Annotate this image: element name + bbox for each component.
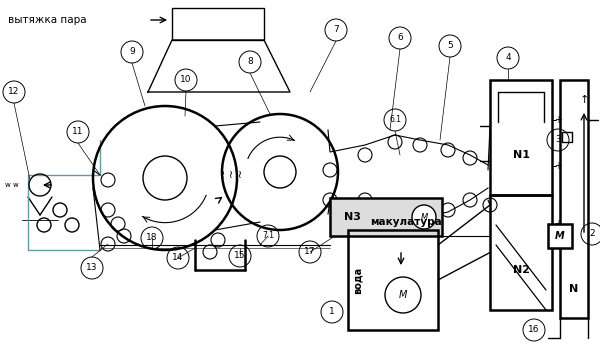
Text: N: N — [569, 284, 578, 294]
Text: 18: 18 — [146, 234, 158, 243]
Bar — [348, 230, 438, 330]
Text: 16: 16 — [528, 326, 540, 335]
Text: 1: 1 — [329, 308, 335, 317]
Text: 3: 3 — [555, 136, 561, 145]
Text: +: + — [554, 219, 562, 229]
Text: 8: 8 — [247, 57, 253, 66]
Text: 7.1: 7.1 — [262, 231, 274, 240]
Bar — [548, 224, 572, 248]
Text: 6: 6 — [397, 34, 403, 43]
Bar — [172, 8, 264, 40]
Text: 5: 5 — [447, 42, 453, 51]
Bar — [490, 80, 552, 195]
Text: 14: 14 — [172, 254, 184, 263]
Text: M: M — [421, 212, 428, 221]
Text: w: w — [13, 182, 19, 188]
Text: ↑: ↑ — [580, 95, 589, 105]
Text: макулатура: макулатура — [370, 217, 442, 227]
Text: N3: N3 — [344, 212, 361, 222]
Text: N1: N1 — [512, 150, 530, 160]
Circle shape — [385, 277, 421, 313]
Text: вытяжка пара: вытяжка пара — [8, 15, 86, 25]
Text: 2: 2 — [589, 229, 595, 238]
Text: +: + — [554, 161, 562, 171]
Text: 10: 10 — [180, 75, 192, 84]
Text: ~
~
~: ~ ~ ~ — [218, 167, 245, 176]
Text: 7: 7 — [333, 26, 339, 35]
Text: 15: 15 — [234, 252, 246, 261]
Text: 13: 13 — [86, 264, 98, 273]
Circle shape — [412, 205, 436, 229]
Text: w: w — [5, 182, 11, 188]
Text: M: M — [399, 290, 407, 300]
Bar — [560, 80, 588, 318]
Text: вода: вода — [353, 266, 363, 293]
Text: 6.1: 6.1 — [389, 116, 401, 125]
Text: +: + — [554, 115, 562, 125]
Text: M: M — [555, 231, 565, 241]
Bar — [490, 195, 552, 310]
Bar — [562, 132, 572, 142]
Text: 17: 17 — [304, 247, 316, 256]
Text: 12: 12 — [8, 88, 20, 97]
Text: 4: 4 — [505, 54, 511, 63]
Text: N2: N2 — [512, 265, 530, 275]
Text: 9: 9 — [129, 47, 135, 56]
Text: 11: 11 — [72, 127, 84, 137]
Bar — [330, 198, 442, 236]
